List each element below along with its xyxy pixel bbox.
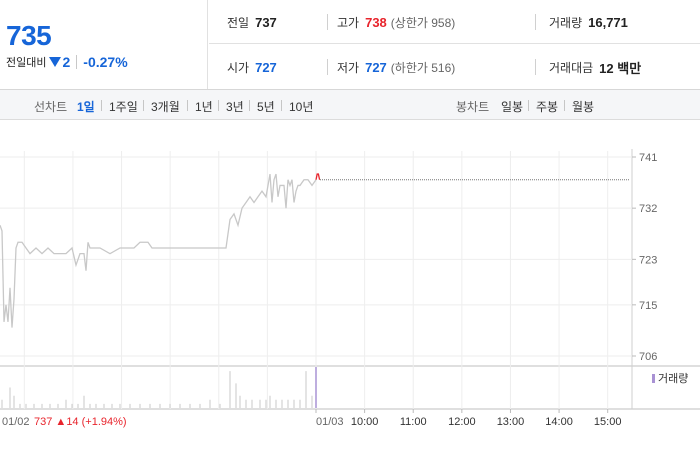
divider <box>528 100 529 111</box>
down-triangle-icon <box>49 57 62 67</box>
x-tick-label: 01/03 <box>316 416 344 428</box>
prev-day-pct: (+1.94%) <box>82 416 127 428</box>
volume-legend: 거래량 <box>652 372 688 385</box>
divider <box>249 100 250 111</box>
divider <box>535 14 536 30</box>
change-percent: -0.27% <box>83 54 128 70</box>
x-tick-label: 14:00 <box>545 416 573 428</box>
stat-sub: (상한가 958) <box>390 15 456 30</box>
today-series <box>315 173 630 181</box>
x-tick-label: 15:00 <box>594 416 622 428</box>
stat-sub: (하한가 516) <box>390 60 456 75</box>
change-row: 전일대비 2 -0.27% <box>6 54 128 70</box>
stat-label: 시가 <box>227 60 250 75</box>
y-tick-label: 723 <box>639 254 657 266</box>
y-axis: 741 732 723 715 706 <box>632 152 657 363</box>
stat-label: 거래량 <box>549 15 583 30</box>
stat-label: 고가 <box>337 15 360 30</box>
stat-value: 737 <box>255 14 277 30</box>
divider <box>327 59 328 75</box>
stat-low: 저가 727 (하한가 516) <box>337 45 455 89</box>
divider <box>535 59 536 75</box>
x-tick-label: 13:00 <box>497 416 525 428</box>
line-chart-label: 선차트 <box>34 100 68 114</box>
stat-prev-close: 전일 737 <box>227 0 277 44</box>
candle-weekly[interactable]: 주봉 <box>536 100 559 114</box>
y-tick-label: 706 <box>639 351 657 363</box>
y-tick-label: 732 <box>639 203 657 215</box>
current-price: 735 <box>6 20 52 51</box>
divider <box>101 100 102 111</box>
stats-row-2: 시가 727 저가 727 (하한가 516) 거래대금 12 백만 <box>209 45 700 89</box>
candle-daily[interactable]: 일봉 <box>501 100 524 114</box>
candle-monthly[interactable]: 월봉 <box>572 100 595 114</box>
divider <box>143 100 144 111</box>
change-divider <box>76 55 78 69</box>
period-5y[interactable]: 5년 <box>257 100 275 114</box>
y-tick-label: 715 <box>639 300 657 312</box>
prev-day-arrow: ▲ <box>55 416 66 428</box>
stat-label: 저가 <box>337 60 360 75</box>
divider <box>327 14 328 30</box>
divider <box>281 100 282 111</box>
chart-grid <box>0 149 700 410</box>
y-tick-label: 741 <box>639 152 657 164</box>
divider <box>187 100 188 111</box>
current-price-box: 735 전일대비 2 -0.27% <box>0 0 208 89</box>
stat-turnover: 거래대금 12 백만 <box>549 45 641 89</box>
volume-legend-label: 거래량 <box>658 372 688 385</box>
change-amount: 2 <box>62 54 71 70</box>
stat-value: 738 <box>365 14 387 30</box>
stat-value: 12 백만 <box>599 60 642 76</box>
divider <box>564 100 565 111</box>
x-tick-label: 10:00 <box>351 416 379 428</box>
quote-stats: 전일 737 고가 738 (상한가 958) 거래량 16,771 시가 72… <box>209 0 700 89</box>
x-axis: 01/02 737 ▲14 (+1.94%) 01/03 10:00 11:00 12:0… <box>2 409 621 428</box>
volume-bars <box>1 367 317 408</box>
period-1w[interactable]: 1주일 <box>109 100 138 114</box>
stats-row-1: 전일 737 고가 738 (상한가 958) 거래량 16,771 <box>209 0 700 44</box>
change-label: 전일대비 <box>6 57 47 69</box>
prev-day-line <box>0 173 317 328</box>
stat-volume: 거래량 16,771 <box>549 0 628 44</box>
period-1d[interactable]: 1일 <box>77 100 95 114</box>
prev-day-close: 737 <box>34 416 55 428</box>
stat-label: 거래대금 <box>549 60 594 75</box>
stat-value: 727 <box>365 59 387 75</box>
stat-high: 고가 738 (상한가 958) <box>337 0 455 44</box>
x-tick-label: 12:00 <box>448 416 476 428</box>
period-1y[interactable]: 1년 <box>195 100 213 114</box>
x-tick-label: 11:00 <box>400 416 427 428</box>
period-3m[interactable]: 3개월 <box>151 100 180 114</box>
prev-day-series <box>0 173 317 328</box>
quote-panel: 735 전일대비 2 -0.27% 전일 737 고가 738 (상한가 958… <box>0 0 700 90</box>
prev-day-change: 14 <box>66 416 81 428</box>
stat-value: 16,771 <box>588 14 628 30</box>
stat-open: 시가 727 <box>227 45 277 89</box>
prev-day-date-label: 01/02 <box>2 416 30 428</box>
candle-chart-label: 봉차트 <box>456 100 490 114</box>
prev-day-summary: 737 ▲14 (+1.94%) <box>34 416 127 428</box>
stat-value: 727 <box>255 59 277 75</box>
volume-legend-swatch <box>652 374 655 383</box>
period-3y[interactable]: 3년 <box>226 100 244 114</box>
today-line <box>315 173 321 180</box>
divider <box>218 100 219 111</box>
period-10y[interactable]: 10년 <box>289 100 314 114</box>
stat-label: 전일 <box>227 15 250 30</box>
period-toolbar: 선차트 1일 1주일 3개월 1년 3년 5년 10년 봉차트 일봉 주봉 월봉 <box>0 90 700 120</box>
